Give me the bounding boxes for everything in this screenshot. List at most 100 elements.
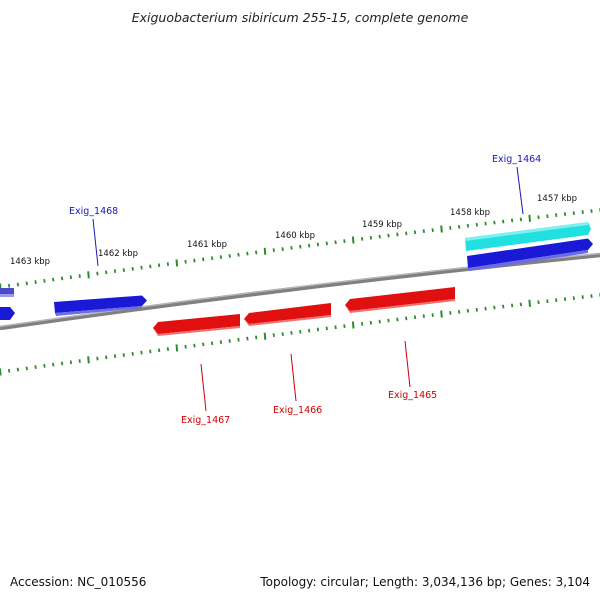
inner-ring-minor-tick [563, 297, 567, 302]
outer-ring-minor-tick [572, 211, 575, 216]
outer-ring-minor-tick [449, 226, 452, 230]
inner-ring-minor-tick [546, 299, 549, 304]
gene-exig-1467[interactable] [153, 314, 240, 336]
outer-ring-major-tick [351, 236, 355, 244]
outer-ring-minor-tick [131, 266, 134, 271]
outer-ring-minor-tick [166, 262, 170, 266]
inner-ring-minor-tick [202, 342, 205, 347]
inner-ring-minor-tick [484, 306, 487, 311]
outer-ring-minor-tick [307, 243, 311, 248]
outer-ring-minor-tick [484, 221, 487, 226]
tick-label-1457: 1457 kbp [537, 194, 577, 204]
callout-line-exig-1467 [200, 363, 207, 412]
gene-exig-1464[interactable] [467, 238, 593, 272]
outer-ring-minor-tick [299, 244, 302, 249]
outer-ring-minor-tick [396, 232, 399, 237]
inner-ring-minor-tick [113, 354, 117, 359]
inner-ring-minor-tick [290, 330, 293, 335]
inner-ring-minor-tick [140, 350, 143, 355]
inner-ring-minor-tick [60, 361, 64, 366]
inner-ring-minor-tick [16, 367, 20, 372]
inner-ring-minor-tick [519, 302, 523, 307]
inner-ring-minor-tick [255, 335, 258, 340]
gene-label-exig-1468[interactable]: Exig_1468 [69, 206, 118, 217]
gene-exig-1466[interactable] [244, 303, 331, 326]
gene-exig-1465[interactable] [345, 287, 455, 313]
inner-ring-minor-tick [131, 351, 134, 356]
gene-label-exig-1467[interactable]: Exig_1467 [181, 415, 230, 426]
inner-ring-minor-tick [466, 308, 470, 313]
inner-ring-minor-tick [34, 365, 37, 369]
inner-ring-minor-tick [572, 296, 575, 301]
inner-ring-minor-tick [422, 314, 425, 319]
gene-exig-1464-product[interactable] [465, 222, 591, 251]
outer-ring-minor-tick [113, 269, 117, 274]
map-title: Exiguobacterium sibiricum 255-15, comple… [132, 10, 469, 25]
gene-callouts [92, 166, 524, 412]
inner-ring-minor-tick [316, 327, 320, 332]
outer-tick-ring [0, 208, 600, 291]
gene-labels: Exig_1468 Exig_1464 Exig_1467 Exig_1466 … [69, 154, 541, 426]
outer-ring-minor-tick [228, 254, 231, 258]
inner-ring-minor-tick [537, 300, 540, 305]
outer-ring-major-tick [175, 259, 179, 267]
outer-ring-minor-tick [413, 230, 417, 235]
inner-ring-minor-tick [246, 336, 249, 341]
outer-ring-minor-tick [43, 278, 46, 283]
inner-ring-minor-tick [184, 344, 187, 349]
gene-label-exig-1466[interactable]: Exig_1466 [273, 405, 322, 416]
outer-ring-minor-tick [7, 283, 11, 288]
outer-ring-minor-tick [316, 242, 320, 247]
tick-label-1459: 1459 kbp [362, 220, 402, 230]
outer-ring-minor-tick [360, 236, 364, 241]
outer-ring-minor-tick [422, 229, 425, 234]
tick-label-1462: 1462 kbp [98, 249, 138, 259]
outer-ring-minor-tick [122, 268, 125, 272]
outer-ring-major-tick [87, 271, 90, 279]
outer-ring-minor-tick [140, 265, 143, 270]
tick-labels: 1463 kbp 1462 kbp 1461 kbp 1460 kbp 1459… [10, 194, 577, 267]
inner-ring-minor-tick [69, 360, 73, 365]
outer-ring-minor-tick [343, 239, 346, 244]
outer-ring-minor-tick [96, 271, 99, 276]
accession-text: Accession: NC_010556 [10, 575, 146, 589]
outer-ring-minor-tick [457, 224, 461, 229]
outer-ring-major-tick [263, 247, 267, 255]
gene-exig-1468[interactable] [54, 295, 147, 317]
outer-ring-minor-tick [219, 255, 223, 259]
outer-ring-major-tick [440, 225, 443, 233]
inner-ring-minor-tick [493, 305, 496, 310]
genome-summary-text: Topology: circular; Length: 3,034,136 bp… [259, 575, 590, 589]
outer-ring-minor-tick [60, 276, 64, 281]
inner-ring-minor-tick [272, 333, 275, 338]
callout-line-exig-1464 [516, 166, 524, 215]
inner-ring-minor-tick [502, 304, 505, 309]
inner-ring-minor-tick [510, 303, 514, 308]
inner-ring-minor-tick [413, 315, 417, 320]
outer-ring-minor-tick [546, 214, 549, 219]
inner-ring-minor-tick [581, 295, 584, 299]
outer-ring-minor-tick [519, 217, 523, 222]
outer-ring-minor-tick [52, 277, 55, 282]
inner-ring-minor-tick [475, 307, 478, 312]
outer-ring-minor-tick [25, 281, 28, 286]
outer-ring-minor-tick [157, 263, 161, 268]
left-edge-feature-bottom [0, 307, 15, 320]
inner-ring-minor-tick [25, 366, 28, 371]
outer-ring-minor-tick [16, 282, 20, 287]
inner-ring-minor-tick [431, 313, 434, 318]
inner-tick-ring [0, 293, 600, 376]
gene-label-exig-1464[interactable]: Exig_1464 [492, 154, 541, 165]
outer-ring-minor-tick [325, 241, 328, 246]
gene-label-exig-1465[interactable]: Exig_1465 [388, 390, 437, 401]
outer-ring-minor-tick [184, 259, 187, 264]
outer-ring-minor-tick [475, 222, 478, 227]
callout-line-exig-1465 [404, 340, 411, 388]
inner-ring-minor-tick [149, 349, 152, 354]
inner-ring-minor-tick [387, 318, 390, 323]
outer-ring-minor-tick [537, 215, 540, 220]
outer-ring-minor-tick [502, 219, 505, 224]
inner-ring-minor-tick [457, 309, 461, 314]
callout-line-exig-1468 [92, 218, 99, 267]
outer-ring-minor-tick [255, 250, 258, 255]
